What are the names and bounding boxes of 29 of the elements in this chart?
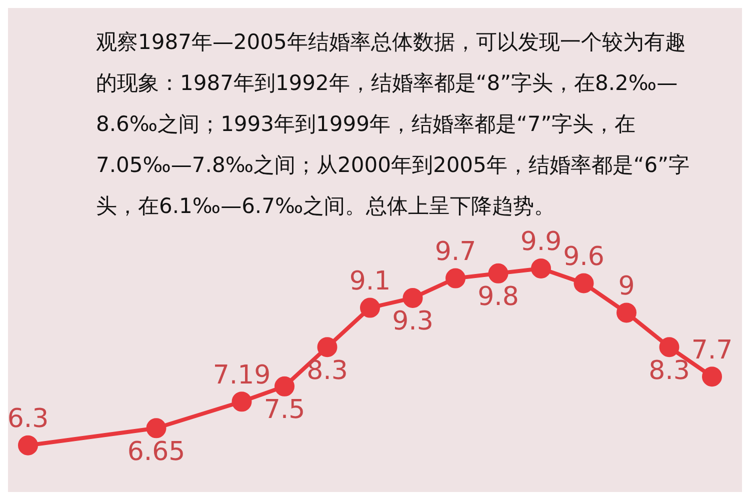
data-label: 9.1: [349, 266, 391, 297]
point: [360, 298, 380, 318]
data-label: 9.6: [563, 242, 604, 272]
point: [616, 302, 636, 323]
point: [574, 273, 594, 294]
data-label: 9.8: [478, 282, 519, 312]
point: [702, 366, 722, 387]
point: [531, 258, 551, 278]
point: [274, 376, 294, 396]
point: [146, 418, 166, 438]
data-label: 7.5: [264, 395, 306, 426]
data-label: 9.7: [434, 237, 476, 268]
point: [18, 435, 38, 456]
data-label: 9: [618, 271, 635, 302]
point: [317, 337, 338, 358]
data-label: 9.3: [392, 306, 434, 337]
data-label: 9.9: [520, 227, 562, 258]
data-label: 7.7: [691, 335, 733, 366]
data-label: 6.65: [127, 436, 186, 467]
point: [232, 392, 252, 412]
point: [402, 288, 423, 308]
chart-title: 观察1987年—2005年结婚率总体数据，可以发现一个较为有趣的现象：1987年到1992年，结婚率都是“8”字头，在8.2‰—8.6‰之间；1993年到1999年，结婚率都是“7”字头，在7.05‰—7.8‰之间；从2000年到2005年，结婚率都是“6”字头，在6.1‰—6.7‰之间。总体上呈下降趋势。: [95, 29, 691, 220]
point: [659, 337, 680, 358]
data-label: 6.3: [7, 404, 49, 434]
point: [446, 268, 466, 288]
data-label: 8.3: [306, 356, 348, 386]
data-label: 7.19: [212, 360, 271, 390]
point: [488, 263, 508, 284]
data-label: 8.3: [648, 356, 690, 386]
